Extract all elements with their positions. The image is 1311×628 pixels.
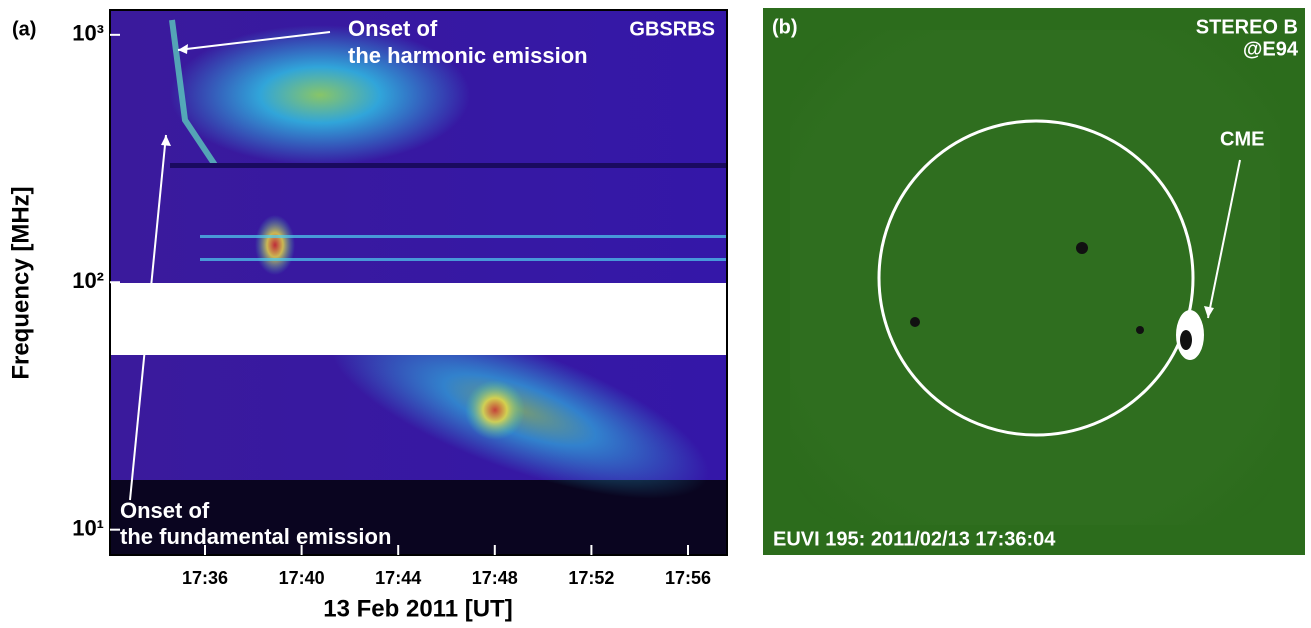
x-tick-label: 17:40: [279, 568, 325, 588]
solar-image: [763, 8, 1305, 555]
y-tick-label: 10³: [72, 21, 104, 46]
axes: 10¹ 10² 10³ 17:36 17:40 17:44 17:48 17:52 17:56: [72, 21, 711, 588]
x-tick-label: 17:52: [568, 568, 614, 588]
annotation: the fundamental emission: [120, 524, 391, 549]
y-axis-label: Frequency [MHz]: [7, 186, 34, 379]
x-tick-label: 17:36: [182, 568, 228, 588]
panel-title: @E94: [1243, 38, 1299, 60]
caption: EUVI 195: 2011/02/13 17:36:04: [773, 528, 1056, 550]
panel-title: GBSRBS: [629, 18, 715, 40]
spectrogram: [109, 9, 728, 556]
x-tick-label: 17:48: [472, 568, 518, 588]
y-tick-label: 10¹: [72, 515, 104, 540]
x-axis-label: 13 Feb 2011 [UT]: [323, 595, 512, 622]
y-tick-label: 10²: [72, 268, 104, 293]
annotation: Onset of: [348, 16, 438, 41]
x-tick-label: 17:56: [665, 568, 711, 588]
panel-title: STEREO B: [1196, 16, 1298, 38]
annotation: the harmonic emission: [348, 43, 588, 68]
panel-label: (b): [772, 16, 798, 38]
x-tick-label: 17:44: [375, 568, 421, 588]
panel-label: (a): [12, 18, 36, 40]
annotation: Onset of: [120, 498, 210, 523]
annotation: CME: [1220, 128, 1264, 150]
